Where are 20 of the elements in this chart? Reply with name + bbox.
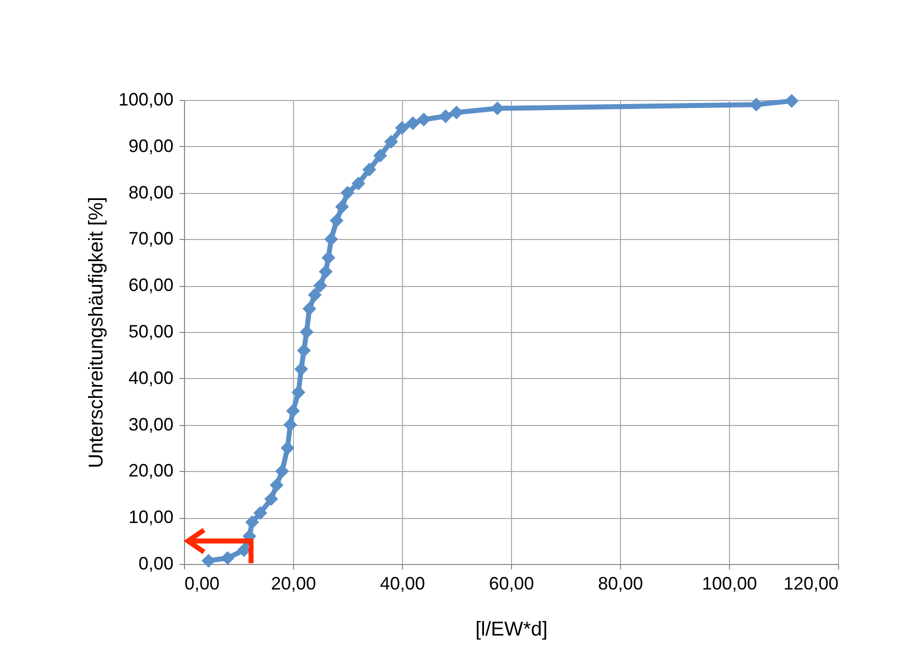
x-tick-label: 120,00: [783, 574, 838, 594]
y-tick-label: 0,00: [138, 554, 174, 574]
y-tick-label: 50,00: [128, 322, 174, 342]
x-tick-label: 80,00: [598, 574, 644, 594]
x-tick-label: 20,00: [270, 574, 316, 594]
x-tick-label: 40,00: [380, 574, 426, 594]
y-tick-label: 60,00: [128, 275, 174, 296]
y-tick-label: 70,00: [128, 228, 174, 249]
x-tick-label: 100,00: [702, 574, 758, 594]
y-tick-label: 40,00: [128, 368, 174, 388]
y-tick-label: 30,00: [128, 414, 174, 434]
y-tick-label: 10,00: [128, 507, 174, 528]
y-tick-label: 100,00: [118, 90, 174, 110]
y-tick-label: 90,00: [128, 136, 174, 156]
y-tick-label: 20,00: [128, 460, 174, 481]
x-tick-label: 0,00: [184, 574, 220, 594]
y-axis-title: Unterschreitungshäufigkeit [%]: [85, 196, 108, 468]
x-tick-label: 60,00: [488, 574, 534, 594]
y-tick-label: 80,00: [128, 182, 174, 202]
x-axis-title: [l/EW*d]: [475, 618, 548, 640]
